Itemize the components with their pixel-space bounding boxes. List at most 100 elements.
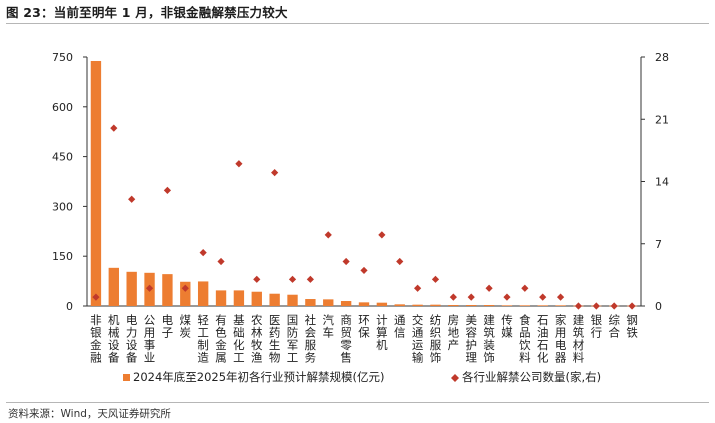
legend-label-bar: 2024年底至2025年初各行业预计解禁规模(亿元) [133, 370, 385, 384]
scatter-point [503, 293, 511, 301]
bar [501, 305, 513, 306]
x-tick-label: 钢铁 [626, 313, 638, 340]
bar [90, 60, 102, 306]
x-tick-label: 建筑装饰 [483, 313, 495, 365]
y-left-tick-label: 450 [52, 151, 73, 164]
x-tick-label: 汽车 [323, 313, 335, 340]
y-left-tick-label: 150 [52, 250, 73, 263]
scatter-point [306, 275, 314, 283]
scatter-point [378, 231, 386, 239]
bar [269, 293, 280, 306]
x-tick-label: 建筑材料 [573, 313, 585, 365]
bar [483, 305, 495, 306]
x-tick-label: 家用电器 [555, 313, 567, 365]
bar [233, 290, 245, 306]
legend-label-scatter: 各行业解禁公司数量(家,右) [462, 370, 601, 384]
plot-area: 0 150 300 450 600 750 0 7 14 21 28 非银金融机械设备电力设备公用事业… [52, 51, 669, 365]
scatter-point [396, 257, 404, 266]
x-tick-label: 有色金属 [215, 313, 227, 365]
scatter-point [110, 124, 118, 132]
y-right-tick-label: 14 [655, 176, 669, 189]
scatter-point [181, 284, 189, 292]
chart-title: 图 23：当前至明年 1 月，非银金融解禁压力较大 [6, 5, 288, 20]
title-divider [6, 23, 709, 25]
legend-swatch-scatter [451, 374, 459, 382]
scatter-point [271, 169, 279, 177]
bar [448, 305, 459, 306]
x-tick-label: 计算机 [376, 313, 388, 352]
bar [376, 302, 388, 306]
bar [537, 305, 548, 306]
scatter-point [145, 284, 154, 292]
y-right-tick-label: 0 [655, 300, 662, 313]
scatter-point [342, 257, 350, 266]
x-tick-label: 农林牧渔 [251, 313, 263, 365]
scatter-point [288, 275, 297, 283]
scatter-point [574, 302, 583, 310]
scatter-point [556, 293, 565, 301]
bar [215, 290, 227, 306]
scatter-point [253, 275, 261, 283]
legend-swatch-bar [123, 374, 130, 381]
bar [555, 305, 566, 306]
bar [287, 294, 298, 306]
x-tick-label: 交通运输 [412, 313, 424, 365]
bar [197, 281, 209, 306]
scatter-point [467, 293, 475, 301]
bar [394, 304, 405, 306]
bar [162, 274, 173, 306]
x-tick-label: 房地产 [448, 313, 460, 352]
scatter-point [610, 302, 618, 310]
bar [358, 302, 370, 306]
bar [323, 299, 334, 306]
x-tick-label: 商贸零售 [340, 313, 352, 365]
x-tick-label: 轻工制造 [197, 313, 209, 365]
x-tick-label: 电子 [162, 313, 174, 340]
x-tick-label: 通信 [394, 313, 406, 340]
scatter-point [485, 284, 493, 292]
bar [466, 305, 477, 306]
bar [126, 271, 137, 306]
bar [251, 291, 262, 306]
bar [412, 304, 423, 306]
scatter-point [92, 293, 100, 301]
scatter-point [449, 293, 457, 301]
source-note: 资料来源：Wind，天风证券研究所 [8, 408, 171, 420]
x-tick-label: 国防军工 [287, 313, 299, 365]
bar [180, 281, 191, 306]
x-tick-label: 基础化工 [233, 313, 245, 365]
scatter-point [128, 195, 136, 203]
bar [305, 299, 316, 306]
y-left-tick-label: 600 [52, 101, 73, 114]
scatter-point [539, 293, 547, 301]
scatter-point [217, 257, 225, 266]
x-tick-label: 非银金融 [90, 313, 102, 365]
y-right-tick-label: 21 [655, 113, 669, 126]
y-left-tick-label: 750 [52, 51, 73, 64]
legend: 2024年底至2025年初各行业预计解禁规模(亿元) 各行业解禁公司数量(家,右) [123, 370, 601, 384]
y-right-tick-label: 7 [655, 238, 662, 251]
x-tick-label: 石油石化 [537, 313, 549, 365]
bar [340, 301, 352, 306]
footer-divider [6, 402, 709, 403]
y-left-tick-label: 0 [66, 300, 73, 313]
x-tick-label: 公用事业 [144, 313, 156, 365]
bar [108, 267, 119, 306]
x-tick-label: 传媒 [501, 313, 513, 340]
y-right-tick-label: 28 [655, 51, 669, 64]
x-tick-label: 银行 [591, 313, 603, 340]
y-left-tick-label: 300 [52, 200, 73, 213]
x-tick-label: 美容护理 [465, 313, 477, 365]
scatter-point [592, 302, 600, 310]
scatter-point [521, 284, 529, 292]
bar [519, 305, 531, 306]
scatter-point [199, 249, 207, 257]
x-tick-label: 煤炭 [180, 313, 192, 340]
scatter-point [235, 160, 243, 168]
x-tick-label: 环保 [358, 313, 370, 340]
x-tick-label: 电力设备 [126, 313, 138, 365]
x-tick-label: 医药生物 [269, 313, 281, 365]
x-tick-label: 机械设备 [108, 313, 120, 365]
scatter-point [414, 284, 422, 292]
